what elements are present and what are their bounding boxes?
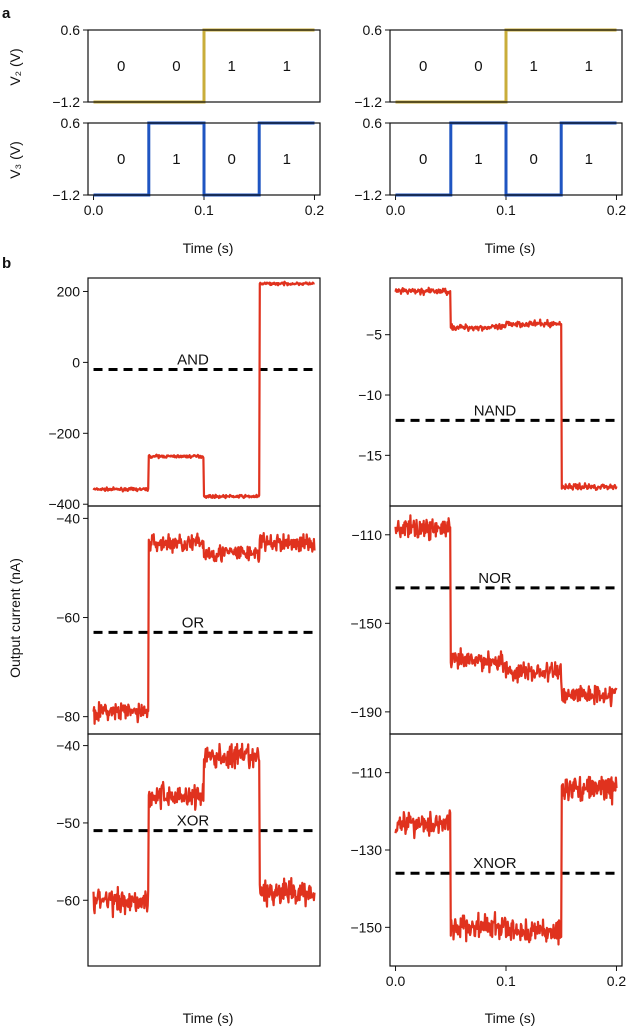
- and-current-trace: [92, 280, 315, 500]
- xor-gate-label: XOR: [177, 813, 210, 830]
- v2-right-ytick-label: −1.2: [354, 94, 382, 110]
- v2-right-bit-label: 0: [474, 58, 482, 75]
- nand-ytick-label: −15: [358, 447, 382, 463]
- xnor-xtick-label: 0.2: [607, 973, 627, 989]
- v2-right-bit-label: 0: [419, 58, 427, 75]
- v2-left-bit-label: 1: [227, 58, 235, 75]
- panel-label-a: a: [2, 5, 11, 22]
- nor-gate-label: NOR: [478, 570, 512, 587]
- v2-left-axes-frame: [87, 29, 321, 103]
- or-ytick-label: −60: [56, 610, 80, 626]
- v3-left-bit-label: 0: [227, 151, 235, 168]
- and-ytick-label: 200: [57, 283, 81, 299]
- panel-label-b: b: [2, 255, 11, 272]
- v3-left-xtick-label: 0.0: [84, 202, 104, 218]
- v3-left-bit-label: 0: [117, 151, 125, 168]
- v2-right-ytick-label: 0.6: [363, 22, 383, 38]
- xor-plot: −40 −50 −60 XOR: [56, 733, 321, 967]
- v3-right-trace: [395, 121, 617, 197]
- v2-left-trace: [93, 28, 315, 104]
- v3-right-axes-frame: [389, 122, 623, 196]
- v3-right-bit-label: 0: [419, 151, 427, 168]
- time-label-b-left: Time (s): [183, 1010, 234, 1026]
- v2-left-bit-label: 0: [117, 58, 125, 75]
- or-ytick-label: −80: [56, 709, 80, 725]
- xnor-current-trace: [394, 775, 618, 946]
- nand-ytick-label: −5: [366, 327, 382, 343]
- or-gate-label: OR: [182, 614, 205, 631]
- xnor-ytick-label: −130: [350, 842, 382, 858]
- output-current-axis-label: Output current (nA): [7, 558, 23, 678]
- or-plot: −40 −60 −80 OR: [56, 505, 321, 735]
- v2-left-bit-label: 1: [283, 58, 291, 75]
- nand-current-trace: [394, 286, 618, 491]
- v2-left-ytick-label: −1.2: [52, 94, 80, 110]
- nand-axes-frame: [389, 277, 623, 507]
- time-label-a-left: Time (s): [183, 240, 234, 256]
- or-ytick-label: −40: [56, 510, 80, 526]
- time-label-b-right: Time (s): [485, 1010, 536, 1026]
- xnor-plot: −110 −130 −150 0.0 0.1 0.2 XNOR: [350, 733, 627, 989]
- v3-left-bit-label: 1: [283, 151, 291, 168]
- xor-ytick-label: −50: [56, 815, 80, 831]
- v3-right-bit-label: 1: [585, 151, 593, 168]
- and-plot: 200 0 −200 −400 AND: [48, 277, 321, 512]
- v3-right-ytick-label: 0.6: [363, 115, 383, 131]
- and-ytick-label: 0: [72, 354, 80, 370]
- v2-right-trace: [395, 28, 617, 104]
- and-gate-label: AND: [177, 351, 209, 368]
- xnor-ytick-label: −110: [352, 765, 383, 781]
- nand-ytick-label: −10: [358, 387, 382, 403]
- v3-right-plot: 0.6 −1.20.0 0.1 0.2 0 1 0 1: [354, 115, 626, 218]
- xnor-xtick-label: 0.0: [386, 973, 406, 989]
- nor-ytick-label: −110: [352, 527, 383, 543]
- v3-left-ytick-label: 0.6: [61, 115, 81, 131]
- xnor-gate-label: XNOR: [473, 855, 517, 872]
- xnor-ytick-label: −150: [350, 919, 382, 935]
- v3-left-ytick-label: −1.2: [52, 187, 80, 203]
- v3-right-bit-label: 0: [529, 151, 537, 168]
- v3-left-plot: 0.6 −1.20.0 0.1 0.2 0 1 0 1: [52, 115, 324, 218]
- nor-ytick-label: −190: [350, 704, 382, 720]
- nor-plot: −110 −150 −190 NOR: [350, 505, 623, 735]
- v3-right-xtick-label: 0.1: [496, 202, 516, 218]
- v2-left-ytick-label: 0.6: [61, 22, 81, 38]
- v3-right-bit-label: 1: [474, 151, 482, 168]
- and-ytick-label: −200: [48, 425, 80, 441]
- xor-axes-frame: [87, 733, 321, 967]
- v3-left-bit-label: 1: [172, 151, 180, 168]
- xnor-xtick-label: 0.1: [496, 973, 516, 989]
- v2-left-plot: 0.6 −1.2 0 0 1 1: [52, 22, 321, 110]
- xor-ytick-label: −60: [56, 892, 80, 908]
- time-label-a-right: Time (s): [485, 240, 536, 256]
- v2-left-bit-label: 0: [172, 58, 180, 75]
- v3-axis-label: V₃ (V): [7, 141, 23, 179]
- xor-ytick-label: −40: [56, 738, 80, 754]
- v3-left-trace: [93, 121, 315, 197]
- nand-plot: −5 −10 −15 NAND: [358, 277, 623, 507]
- v2-right-plot: 0.6 −1.2 0 0 1 1: [354, 22, 623, 110]
- plots: 0.6−1.20 0 1 10.6−1.20.0 0.1 0.20 1 0 10.6−1.20 0…: [48, 22, 626, 989]
- v3-left-axes-frame: [87, 122, 321, 196]
- v3-left-xtick-label: 0.1: [194, 202, 214, 218]
- v3-right-ytick-label: −1.2: [354, 187, 382, 203]
- nand-gate-label: NAND: [474, 402, 517, 419]
- v3-left-xtick-label: 0.2: [305, 202, 325, 218]
- nor-ytick-label: −150: [350, 615, 382, 631]
- v2-right-bit-label: 1: [529, 58, 537, 75]
- nor-current-trace: [394, 514, 618, 708]
- xor-current-trace: [92, 742, 316, 919]
- v3-right-xtick-label: 0.0: [386, 202, 406, 218]
- v3-right-xtick-label: 0.2: [607, 202, 627, 218]
- v2-axis-label: V₂ (V): [7, 48, 23, 85]
- xnor-axes-frame: [389, 733, 623, 967]
- v2-right-bit-label: 1: [585, 58, 593, 75]
- and-ytick-label: −400: [48, 496, 80, 512]
- v2-right-axes-frame: [389, 29, 623, 103]
- or-current-trace: [92, 531, 316, 725]
